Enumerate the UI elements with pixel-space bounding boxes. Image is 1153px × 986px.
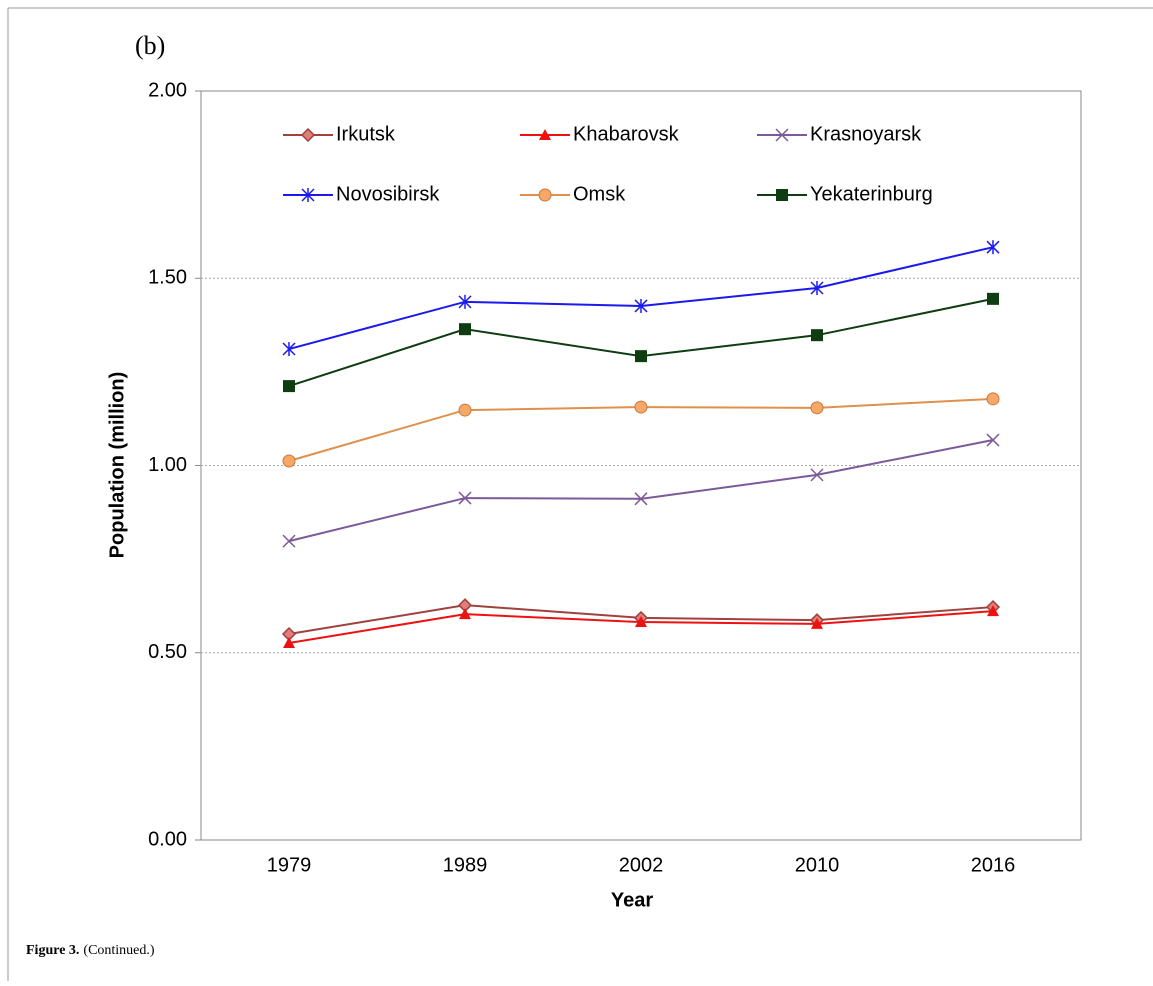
legend-marker [776, 189, 788, 201]
marker [986, 240, 1000, 255]
caption-label: Figure 3. [26, 943, 79, 958]
legend-marker [301, 188, 315, 202]
series-line [288, 246, 994, 350]
marker-shape [458, 403, 472, 417]
marker-shape [810, 401, 824, 415]
legend-label: Yekaterinburg [810, 183, 933, 205]
marker-shape [538, 188, 552, 202]
marker [986, 392, 1000, 406]
legend-label: Omsk [573, 183, 626, 205]
marker [811, 329, 823, 342]
legend-marker [775, 128, 789, 142]
marker-shape [987, 292, 999, 305]
marker [986, 433, 1000, 447]
x-tick-label: 1979 [267, 854, 312, 876]
marker [282, 534, 296, 548]
marker-shape [811, 329, 823, 342]
marker [635, 350, 647, 363]
marker-shape [282, 534, 296, 548]
marker-shape [458, 491, 472, 505]
panel-label: (b) [135, 31, 165, 60]
marker [283, 380, 295, 393]
legend-label: Irkutsk [336, 123, 396, 145]
marker-shape [635, 350, 647, 363]
marker-shape [634, 400, 648, 414]
x-axis-title: Year [611, 889, 653, 911]
y-tick-label: 0.50 [148, 641, 187, 663]
marker-shape [300, 127, 316, 143]
marker [458, 403, 472, 417]
marker-shape [283, 637, 295, 649]
marker [458, 491, 472, 505]
marker-shape [634, 492, 648, 506]
marker [987, 292, 999, 305]
plot: 0.00 0.50 1.00 1.50 2.00 1979 1989 2002 2010 2016… [148, 79, 1081, 876]
marker [987, 605, 999, 617]
marker [282, 342, 296, 357]
caption-text: (Continued.) [83, 943, 154, 958]
y-tick-label: 0.00 [148, 828, 187, 850]
x-tick-label: 2010 [795, 854, 840, 876]
marker-shape [776, 189, 788, 201]
marker [634, 298, 648, 313]
marker-shape [811, 617, 823, 629]
marker-shape [775, 128, 789, 142]
legend-label: Khabarovsk [573, 123, 680, 145]
marker [811, 617, 823, 629]
y-axis-title: Population (million) [106, 372, 128, 559]
marker [634, 492, 648, 506]
marker [282, 454, 296, 468]
marker-shape [810, 468, 824, 482]
y-tick-label: 1.00 [148, 454, 187, 476]
marker-shape [635, 616, 647, 628]
legend-marker [539, 129, 551, 140]
y-tick-label: 2.00 [148, 79, 187, 101]
marker [810, 401, 824, 415]
marker [459, 323, 471, 336]
marker-shape [986, 392, 1000, 406]
marker-shape [459, 323, 471, 336]
marker-shape [283, 380, 295, 393]
marker [458, 294, 472, 309]
marker-shape [986, 433, 1000, 447]
marker [635, 616, 647, 628]
marker [283, 637, 295, 649]
series-line [288, 439, 994, 543]
marker-shape [539, 129, 551, 140]
y-tick-label: 1.50 [148, 267, 187, 289]
legend-marker [538, 188, 552, 202]
marker [810, 468, 824, 482]
marker-shape [459, 608, 471, 620]
legend-label: Novosibirsk [336, 183, 440, 205]
x-tick-label: 1989 [443, 854, 488, 876]
legend-marker [300, 127, 316, 143]
marker-shape [987, 605, 999, 617]
caption: Figure 3. (Continued.) [26, 943, 155, 958]
marker-shape [282, 454, 296, 468]
marker [634, 400, 648, 414]
marker [810, 280, 824, 295]
x-tick-label: 2016 [971, 854, 1016, 876]
legend-label: Krasnoyarsk [810, 123, 922, 145]
marker [459, 608, 471, 620]
x-tick-label: 2002 [619, 854, 664, 876]
